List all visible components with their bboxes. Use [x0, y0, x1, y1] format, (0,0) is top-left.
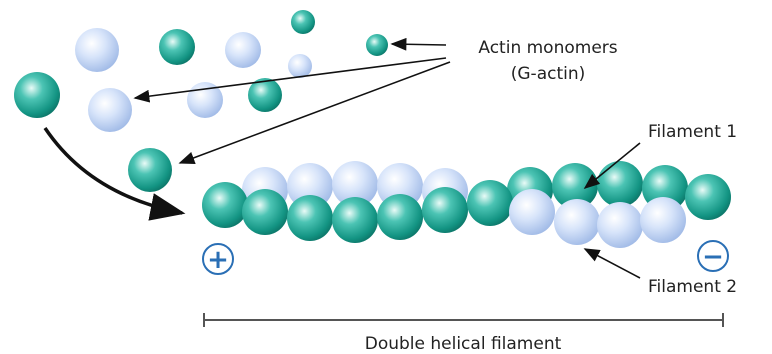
page: + − Actin monomers (G-actin) Filament 1 … [0, 0, 772, 354]
actin-sphere-teal [291, 10, 315, 34]
actin-sphere-teal [159, 29, 195, 65]
actin-sphere-teal [14, 72, 60, 118]
length-label: Double helical filament [365, 334, 562, 354]
g-actin-label: (G-actin) [511, 64, 586, 84]
actin-sphere-blue [225, 32, 261, 68]
actin-sphere-blue [554, 199, 600, 245]
actin-sphere-teal [467, 180, 513, 226]
filament-1-label: Filament 1 [648, 122, 737, 142]
spheres [14, 10, 731, 248]
plus-end: + [207, 245, 229, 275]
actin-sphere-teal [377, 194, 423, 240]
actin-sphere-teal [422, 187, 468, 233]
actin-sphere-teal [332, 197, 378, 243]
arrow [180, 62, 450, 163]
actin-sphere-teal [242, 189, 288, 235]
filament-2-label: Filament 2 [648, 277, 737, 297]
actin-sphere-teal [202, 182, 248, 228]
length-bar [204, 313, 723, 327]
actin-sphere-blue [509, 189, 555, 235]
actin-sphere-teal [366, 34, 388, 56]
actin-sphere-teal [597, 161, 643, 207]
actin-sphere-blue [75, 28, 119, 72]
actin-sphere-blue [640, 197, 686, 243]
arrow [392, 44, 446, 45]
arrow [585, 249, 640, 278]
actin-sphere-teal [128, 148, 172, 192]
actin-diagram: + − Actin monomers (G-actin) Filament 1 … [0, 0, 772, 354]
actin-sphere-blue [597, 202, 643, 248]
monomers-label: Actin monomers [478, 38, 617, 58]
actin-sphere-teal [685, 174, 731, 220]
actin-sphere-blue [88, 88, 132, 132]
actin-sphere-teal [287, 195, 333, 241]
minus-end: − [702, 242, 724, 272]
actin-sphere-blue [288, 54, 312, 78]
